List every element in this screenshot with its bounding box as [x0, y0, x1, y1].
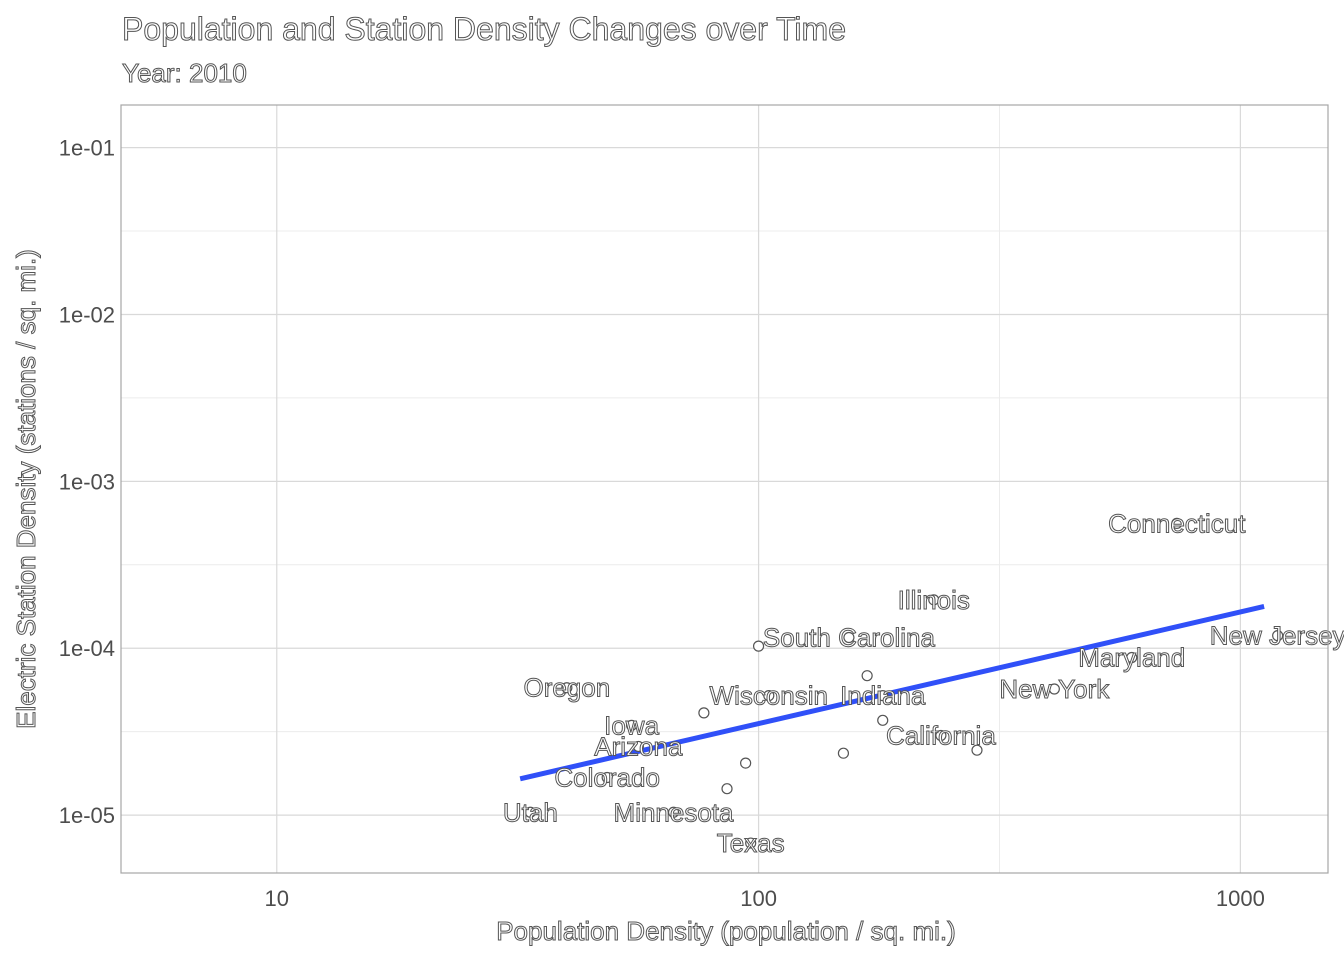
plot-panel [120, 104, 1329, 874]
y-tick-label: 1e-02 [59, 302, 115, 327]
data-point [632, 740, 644, 753]
point-label: Texas [717, 828, 785, 858]
y-axis-title: Electric Station Density (stations / sq.… [11, 249, 41, 729]
data-point [935, 729, 947, 742]
chart-subtitle: Year: 2010 [122, 58, 247, 88]
x-tick-label: 10 [265, 886, 289, 911]
point-label: Utah [503, 797, 558, 827]
data-point [763, 690, 775, 702]
data-point [837, 747, 850, 759]
data-point [745, 837, 757, 849]
data-point [752, 640, 765, 652]
x-axis-title: Population Density (population / sq. mi.… [496, 916, 956, 946]
point-labels-layer: Connecticut Illinois South Carolina New Jer… [502, 508, 1344, 859]
data-point [721, 783, 733, 795]
points-layer [524, 517, 1284, 849]
data-point [561, 682, 573, 694]
point-label: Wisconsin [710, 681, 828, 711]
data-point [877, 690, 889, 702]
data-point [861, 670, 873, 682]
point-label: Arizona [594, 731, 683, 761]
point-label: California [886, 721, 996, 751]
y-tick-label: 1e-04 [59, 636, 115, 661]
x-tick-label: 100 [740, 886, 777, 911]
data-point [667, 806, 680, 818]
point-label: South Carolina [763, 622, 936, 652]
point-label: Illinois [898, 585, 970, 615]
y-tick-label: 1e-01 [59, 136, 115, 161]
point-label: Connecticut [1108, 508, 1246, 538]
trend-layer [519, 604, 1265, 782]
y-tick-label: 1e-05 [59, 803, 115, 828]
data-point [1126, 651, 1138, 664]
point-label: Iowa [604, 710, 659, 740]
data-point [1048, 683, 1060, 695]
data-point [877, 714, 889, 726]
data-point [1272, 630, 1284, 642]
data-point [843, 631, 855, 644]
grid [121, 105, 1328, 873]
point-label: New York [999, 674, 1110, 704]
x-tick-label: 1000 [1216, 886, 1265, 911]
data-point [524, 806, 536, 818]
y-tick-label: 1e-03 [59, 469, 115, 494]
point-label: New Jersey [1210, 621, 1344, 651]
data-point [971, 744, 983, 756]
tick-labels-layer: 10 100 1000 1e-01 1e-02 1e-03 1e-04 1e-05 [59, 136, 1265, 911]
data-point [1171, 517, 1183, 529]
point-label: Colorado [554, 763, 660, 793]
data-point [928, 594, 940, 606]
data-point [625, 719, 638, 731]
data-point [601, 771, 613, 784]
chart-title: Population and Station Density Changes o… [122, 11, 846, 47]
point-label: Minnesota [614, 797, 734, 827]
trend-line [519, 604, 1265, 782]
point-label: Indiana [840, 681, 926, 711]
data-point [740, 757, 752, 769]
point-label: Oregon [523, 673, 610, 703]
data-point [698, 707, 710, 719]
point-label: Maryland [1078, 643, 1185, 673]
